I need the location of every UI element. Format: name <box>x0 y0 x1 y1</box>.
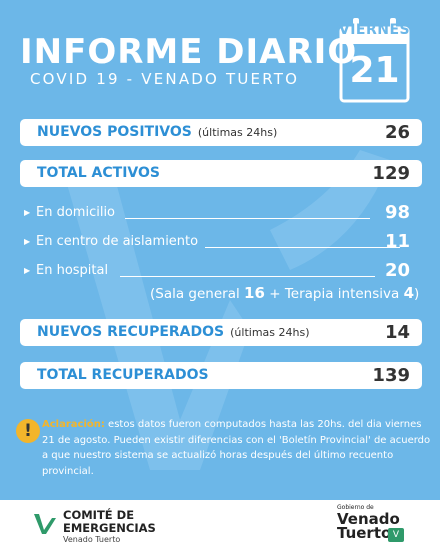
footer: COMITÉ DE EMERGENCIAS Venado Tuerto Gobi… <box>0 500 440 550</box>
nuevos-recuperados-card: NUEVOS RECUPERADOS (últimas 24hs) 14 <box>20 319 422 346</box>
breakdown-value: 11 <box>384 231 410 252</box>
close-paren: ) <box>414 286 420 302</box>
bullet-icon: ▶ <box>24 237 31 246</box>
vt-logo-icon: V <box>388 528 404 542</box>
total-activos-value: 129 <box>372 163 410 184</box>
vt-line1: Venado <box>337 510 400 528</box>
comite-subtitle: Venado Tuerto <box>63 535 121 544</box>
breakdown-label: En centro de aislamiento <box>36 234 199 249</box>
nuevos-recuperados-value: 14 <box>384 322 410 343</box>
plus-sign: + <box>269 286 281 302</box>
sala-general-label: (Sala general <box>150 286 240 302</box>
warning-icon: ! <box>16 419 40 443</box>
nuevos-positivos-sub: (últimas 24hs) <box>197 126 278 139</box>
breakdown-row-aislamiento: ▶ En centro de aislamiento 11 <box>20 231 422 254</box>
terapia-label: Terapia intensiva <box>284 286 400 302</box>
breakdown-row-domicilio: ▶ En domicilio 98 <box>20 202 422 225</box>
breakdown-value: 20 <box>384 260 410 281</box>
leader-line <box>205 247 400 248</box>
vt-line2: Tuerto <box>337 524 392 542</box>
total-recuperados-value: 139 <box>372 365 410 386</box>
comite-title: COMITÉ DE EMERGENCIAS <box>63 509 156 535</box>
comite-logo-icon <box>34 514 56 534</box>
total-activos-label: TOTAL ACTIVOS <box>37 165 160 181</box>
breakdown-row-hospital: ▶ En hospital 20 <box>20 260 422 283</box>
page-subtitle: COVID 19 - VENADO TUERTO <box>30 70 300 88</box>
nuevos-positivos-label: NUEVOS POSITIVOS <box>37 124 192 140</box>
breakdown-label: En domicilio <box>36 205 116 220</box>
calendar-day-number: 21 <box>349 50 400 91</box>
breakdown-label: En hospital <box>36 263 109 278</box>
sala-general-value: 16 <box>244 284 265 302</box>
leader-line <box>125 218 370 219</box>
bullet-icon: ▶ <box>24 266 31 275</box>
background-panel <box>60 150 390 470</box>
nuevos-recuperados-sub: (últimas 24hs) <box>230 326 310 339</box>
page-title: INFORME DIARIO <box>20 32 358 72</box>
terapia-value: 4 <box>403 284 415 302</box>
comite-line1: COMITÉ DE <box>63 508 135 522</box>
venado-tuerto-logo: Venado Tuerto <box>337 510 400 542</box>
calendar-icon <box>339 18 410 103</box>
note-body: estos datos fueron computados hasta las … <box>42 419 431 477</box>
note-bold: Aclaración: <box>42 419 105 430</box>
nuevos-positivos-card: NUEVOS POSITIVOS (últimas 24hs) 26 <box>20 119 422 146</box>
nuevos-recuperados-label: NUEVOS RECUPERADOS <box>37 324 225 340</box>
leader-line <box>120 276 375 277</box>
total-recuperados-label: TOTAL RECUPERADOS <box>37 367 209 383</box>
comite-line2: EMERGENCIAS <box>63 521 156 535</box>
total-activos-card: TOTAL ACTIVOS 129 <box>20 160 422 187</box>
total-recuperados-card: TOTAL RECUPERADOS 139 <box>20 362 422 389</box>
nuevos-positivos-value: 26 <box>384 122 410 143</box>
calendar-day-name: VIERNES <box>338 22 411 38</box>
hospital-detail: (Sala general 16 + Terapia intensiva 4) <box>150 284 419 302</box>
bullet-icon: ▶ <box>24 208 31 217</box>
note-text: Aclaración: estos datos fueron computado… <box>42 417 432 479</box>
breakdown-value: 98 <box>384 202 410 223</box>
gobierno-label: Gobierno de <box>337 504 374 511</box>
